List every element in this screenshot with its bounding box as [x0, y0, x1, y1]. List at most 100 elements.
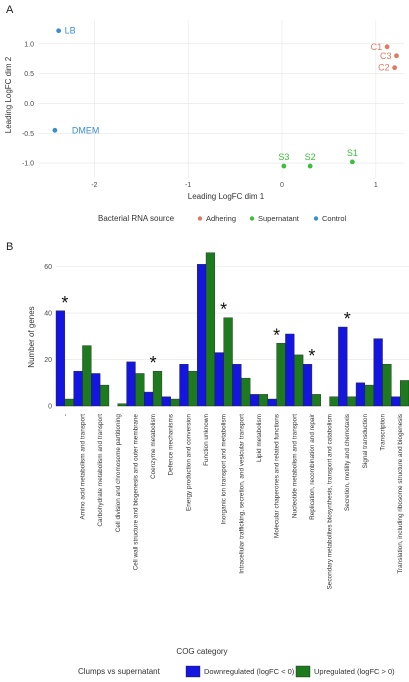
bar-up-19: [399, 380, 409, 407]
bar-up-8: [205, 252, 216, 407]
scatter-point-label: S1: [347, 148, 358, 158]
panel-a-letter: A: [6, 4, 14, 16]
scatter-legend: Bacterial RNA source Adhering Supernatant…: [98, 214, 347, 223]
scatter-legend-swatch: [197, 216, 203, 221]
scatter-point-dmem: [52, 127, 58, 133]
bar-down-17: [355, 382, 366, 407]
bar-x-axis-title: COG category: [176, 647, 227, 656]
scatter-point-c3: [394, 53, 399, 59]
bar-down-0: [55, 310, 66, 407]
bar-legend-entry: Downregulated (logFC < 0): [204, 667, 295, 676]
bar-category-label: Coenzyme metabolism: [150, 414, 157, 479]
bar-up-17: [364, 384, 374, 407]
scatter-point-s1: [349, 159, 355, 165]
scatter-y-tick-label: 1.0: [24, 41, 34, 48]
bar-legend-swatch: [185, 665, 201, 678]
bar-down-10: [232, 363, 242, 407]
scatter-point-c2: [392, 65, 398, 71]
scatter-legend-entry: Control: [322, 214, 347, 223]
significance-marker: *: [344, 309, 351, 329]
significance-marker: *: [150, 353, 157, 373]
bar-category-label: Translation, including ribosome structur…: [397, 414, 404, 574]
bar-category-label: Signal transduction: [362, 414, 369, 469]
scatter-legend-title: Bacterial RNA source: [98, 214, 175, 223]
bar-down-7: [179, 363, 189, 407]
bar-up-10: [241, 377, 251, 407]
bar-down-2: [91, 373, 101, 407]
scatter-y-tick-label: 0.0: [24, 101, 34, 108]
bar-down-5: [144, 391, 154, 407]
panel-b-bar-chart: 0 20 40 60 - * Amino acid metabolism and trans…: [44, 252, 409, 589]
bar-up-0: [64, 398, 74, 407]
bar-y-tick-label: 20: [44, 357, 52, 364]
bar-up-16: [347, 396, 357, 407]
bar-legend-swatch: [295, 665, 311, 678]
bar-down-19: [391, 396, 401, 407]
bar-category-label: Carbohydrate metabolism and transport: [97, 414, 104, 527]
bar-down-6: [161, 396, 171, 407]
bar-up-18: [382, 363, 392, 407]
bar-legend: Clumps vs supernatant Downregulated (log…: [78, 665, 395, 678]
scatter-y-tick-label: -0.5: [22, 131, 34, 138]
bar-category-label: Function unknown: [203, 414, 210, 466]
bar-category-label: Energy production and conversion: [185, 414, 192, 511]
significance-marker: *: [61, 293, 68, 313]
scatter-legend-swatch: [249, 216, 255, 221]
bar-down-14: [302, 363, 313, 407]
bar-category-label: Defence mechanisms: [168, 414, 175, 475]
bar-down-1: [73, 370, 83, 407]
scatter-point-label: DMEM: [72, 125, 100, 135]
bar-up-7: [188, 370, 198, 407]
bar-down-13: [285, 333, 295, 407]
bar-down-4: [126, 361, 136, 407]
scatter-point-s2: [307, 163, 313, 169]
bar-up-5: [152, 370, 163, 407]
bar-up-2: [99, 384, 110, 407]
scatter-point-label: C1: [371, 42, 383, 52]
bar-down-9: [214, 352, 224, 407]
scatter-point-lb: [56, 28, 62, 34]
bar-category-label: Transcription: [380, 414, 387, 451]
scatter-point-label: LB: [65, 26, 76, 36]
bar-category-label: Lipid metabolism: [256, 414, 263, 462]
bar-legend-entry: Upregulated (logFC > 0): [314, 667, 395, 676]
significance-marker: *: [273, 325, 280, 345]
bar-down-11: [249, 394, 260, 407]
scatter-y-axis-title: Leading LogFC dim 2: [4, 56, 13, 133]
scatter-point-s3: [281, 163, 287, 169]
bar-up-6: [170, 398, 180, 407]
significance-marker: *: [308, 346, 315, 366]
bar-category-label: Amino acid metabolism and transport: [79, 414, 86, 520]
bar-legend-title: Clumps vs supernatant: [78, 667, 161, 676]
bar-category-label: Molecular chaperones and related functio…: [274, 414, 281, 538]
bar-category-label: Secondary metabolites biosynthesis, tran…: [327, 414, 334, 589]
bar-down-18: [373, 338, 383, 407]
scatter-x-tick-label: -1: [185, 182, 191, 189]
bar-down-16: [338, 326, 348, 407]
bar-y-tick-label: 40: [44, 311, 52, 318]
scatter-x-axis-title: Leading LogFC dim 1: [188, 192, 265, 201]
bar-category-label: Replication, recombination and repair: [309, 413, 316, 520]
bar-category-label: -: [62, 414, 69, 416]
bar-category-label: Cell division and chromosome partitionin…: [115, 414, 122, 533]
bar-category-label: Inorganic ion transport and metabolism: [221, 414, 228, 524]
bar-category-label: Nucleotide metabolism and transport: [291, 414, 298, 518]
bar-category-label: Cell wall structure and biogenesis and o…: [132, 414, 139, 571]
scatter-y-tick-label: -1.0: [22, 161, 34, 168]
bar-up-3: [117, 403, 127, 407]
scatter-legend-entry: Supernatant: [258, 214, 300, 223]
bar-down-8: [196, 264, 207, 407]
significance-marker: *: [220, 300, 227, 320]
scatter-point-label: C2: [378, 63, 390, 73]
bar-up-13: [294, 354, 304, 407]
scatter-x-tick-label: 0: [280, 182, 284, 189]
scatter-point-label: C3: [380, 51, 392, 61]
bar-category-label: Secretion, motility and chemotaxis: [344, 414, 351, 511]
scatter-point-c1: [384, 44, 390, 50]
bar-up-12: [276, 343, 286, 407]
scatter-point-label: S2: [305, 152, 316, 162]
panel-b-letter: B: [6, 241, 13, 253]
bar-up-15: [329, 396, 339, 407]
